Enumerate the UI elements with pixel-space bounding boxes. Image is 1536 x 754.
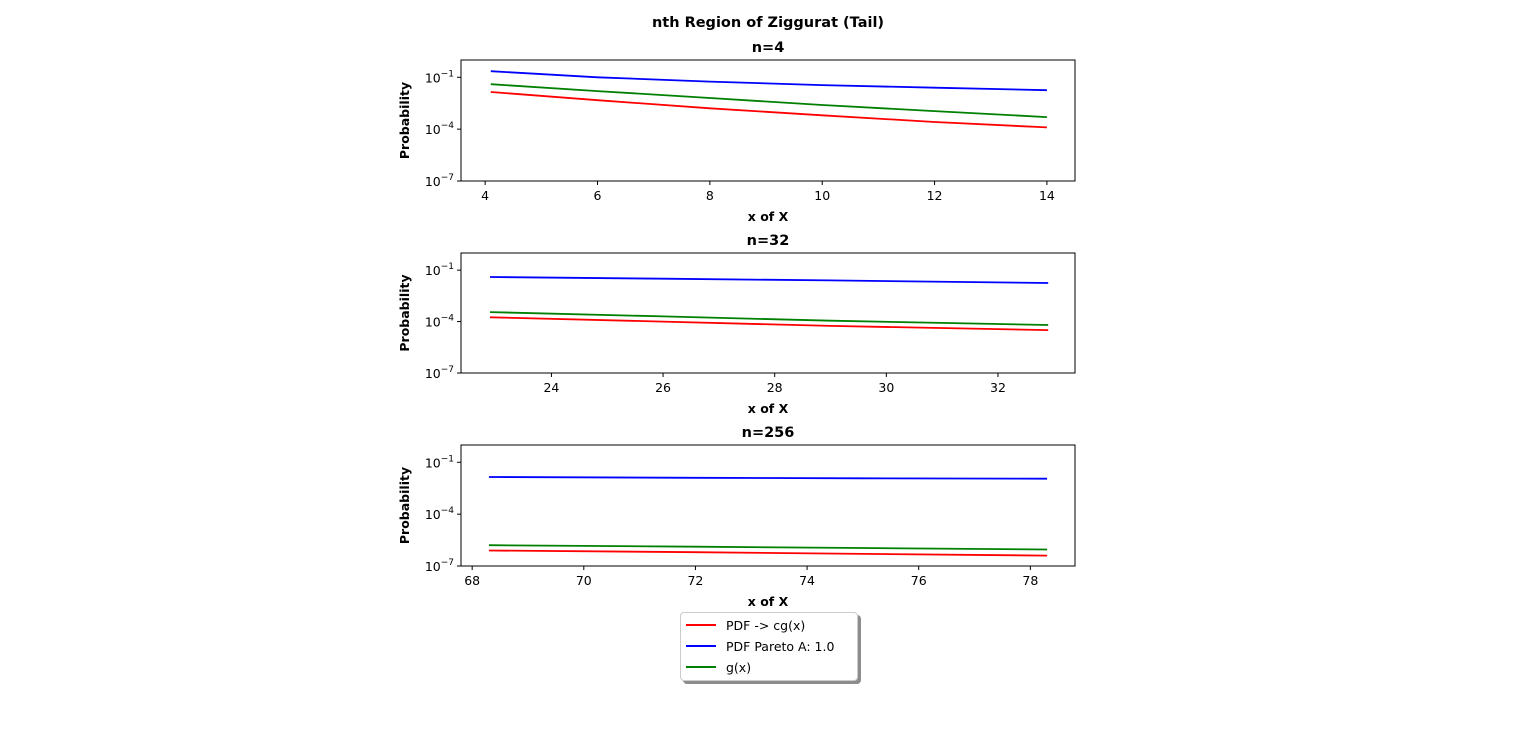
legend-entry-pdf-pareto: PDF Pareto A: 1.0: [686, 636, 834, 656]
series-line: [490, 70, 1047, 92]
subplot-title: n=256: [742, 425, 795, 441]
x-tick-label: 8: [706, 188, 714, 203]
subplot-title: n=32: [747, 233, 790, 249]
legend-swatch-green: [686, 666, 716, 668]
x-tick-label: 68: [464, 573, 480, 588]
legend-swatch-red: [686, 624, 716, 626]
x-tick-label: 12: [927, 188, 943, 203]
y-tick-label: 10−4: [425, 506, 454, 522]
y-tick-label: 10−7: [425, 365, 454, 381]
chart-legend: PDF -> cg(x) PDF Pareto A: 1.0 g(x): [680, 612, 858, 681]
y-tick-label: 10−7: [425, 558, 454, 574]
legend-label: PDF -> cg(x): [726, 617, 806, 633]
series-line: [488, 476, 1048, 480]
y-tick-label: 10−4: [425, 121, 454, 137]
y-tick-label: 10−1: [425, 262, 454, 278]
legend-entry-gx: g(x): [686, 657, 751, 677]
figure-suptitle: nth Region of Ziggurat (Tail): [652, 15, 884, 31]
x-tick-label: 10: [814, 188, 830, 203]
series-line: [489, 276, 1049, 284]
x-tick-label: 76: [911, 573, 927, 588]
legend-entry-pdf-cg: PDF -> cg(x): [686, 615, 805, 635]
y-tick-label: 10−4: [425, 314, 454, 330]
plot-frame: [460, 444, 1076, 567]
subplot-3: n=256 68 70 72 74 76 78 10−7 10−4 10−1 x of X Proba…: [397, 425, 1076, 609]
x-axis-label: x of X: [748, 209, 789, 224]
legend-label: g(x): [726, 659, 752, 675]
series-line: [489, 311, 1049, 326]
subplot-2: n=32 24 26 28 30 32 10−7 10−4 10−1 x of X Probabil…: [397, 233, 1076, 416]
series-line: [488, 549, 1048, 557]
y-axis-label: Probability: [397, 274, 412, 351]
series-line: [490, 83, 1047, 118]
plot-frame: [460, 59, 1076, 182]
series-line: [490, 91, 1047, 129]
x-axis-label: x of X: [748, 401, 789, 416]
plot-frame: [460, 252, 1076, 374]
x-tick-label: 28: [767, 380, 783, 395]
x-tick-label: 74: [799, 573, 815, 588]
x-tick-label: 26: [655, 380, 671, 395]
x-tick-label: 14: [1039, 188, 1055, 203]
x-tick-label: 78: [1022, 573, 1038, 588]
series-line: [489, 316, 1049, 331]
x-tick-label: 32: [990, 380, 1006, 395]
x-tick-label: 6: [594, 188, 602, 203]
x-tick-label: 70: [576, 573, 592, 588]
x-tick-label: 30: [878, 380, 894, 395]
x-tick-label: 72: [687, 573, 703, 588]
legend-label: PDF Pareto A: 1.0: [726, 638, 835, 654]
y-tick-label: 10−7: [425, 173, 454, 189]
y-tick-label: 10−1: [425, 69, 454, 85]
series-line: [488, 544, 1048, 551]
y-tick-label: 10−1: [425, 454, 454, 470]
subplot-title: n=4: [752, 40, 785, 56]
legend-swatch-blue: [686, 645, 716, 647]
x-tick-label: 24: [543, 380, 559, 395]
y-axis-label: Probability: [397, 82, 412, 159]
subplot-1: n=4 4 6 8 10 12 14 10−7 10−4 10−1 x of X Probabilit…: [397, 40, 1076, 224]
y-axis-label: Probability: [397, 467, 412, 544]
x-axis-label: x of X: [748, 594, 789, 609]
x-tick-label: 4: [481, 188, 489, 203]
